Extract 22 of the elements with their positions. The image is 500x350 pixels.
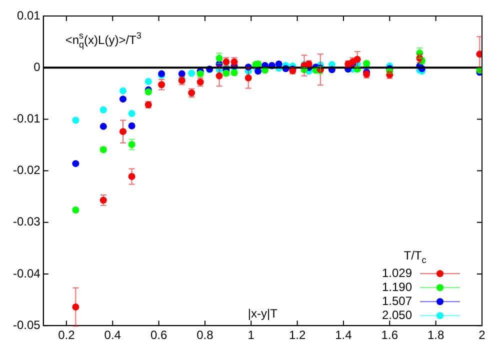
x-tick-label: 0.2 [58, 328, 76, 342]
x-tick-label: 1.8 [427, 328, 444, 342]
x-tick-label: 1.2 [288, 328, 306, 342]
y-tick-label: -0.01 [12, 112, 41, 126]
y-tick-label: -0.04 [12, 266, 41, 280]
legend-label: 1.029 [382, 266, 412, 280]
legend-label: 1.507 [382, 294, 412, 308]
y-tick-label: -0.05 [12, 318, 41, 332]
x-tick-label: 1.4 [335, 328, 352, 342]
x-axis-title: |x-y|T [248, 306, 278, 321]
x-tick-label: 2 [478, 328, 486, 342]
x-tick-label: 1.6 [381, 328, 398, 342]
x-tick-label: 0.6 [150, 328, 168, 342]
y-tick-label: 0.01 [16, 8, 41, 22]
legend-label: 2.050 [382, 308, 412, 322]
x-tick-label: 0.8 [196, 328, 214, 342]
legend-label: 1.190 [382, 280, 412, 294]
y-tick-label: 0 [34, 60, 41, 74]
y-tick-label: -0.02 [12, 163, 41, 178]
x-tick-label: 1 [248, 328, 255, 342]
y-tick-label: -0.03 [12, 214, 41, 229]
x-tick-label: 0.4 [104, 328, 122, 342]
